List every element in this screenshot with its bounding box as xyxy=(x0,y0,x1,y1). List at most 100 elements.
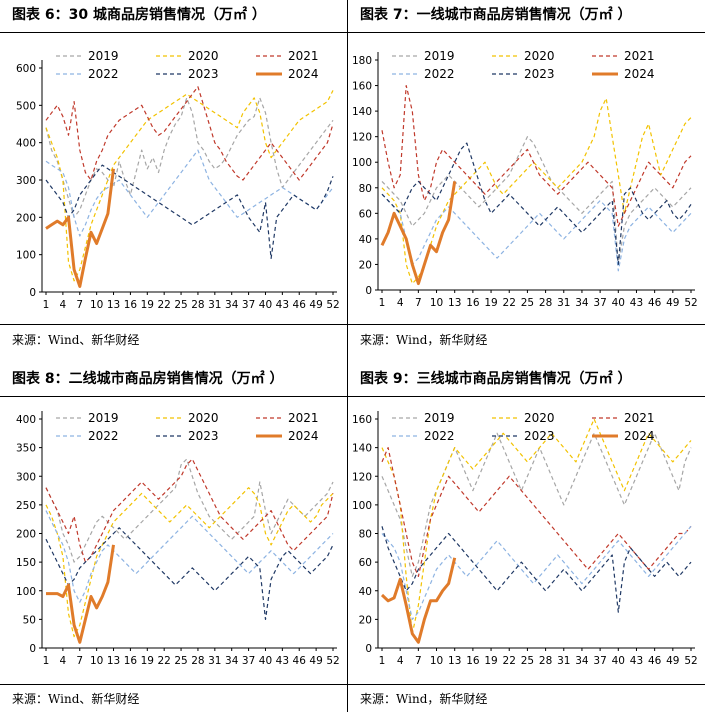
x-tick-label: 40 xyxy=(612,297,625,309)
x-tick-label: 49 xyxy=(309,299,322,311)
x-tick-label: 4 xyxy=(397,655,404,667)
legend-label: 2020 xyxy=(524,411,555,425)
x-tick-label: 22 xyxy=(157,299,170,311)
x-tick-label: 37 xyxy=(242,299,255,311)
legend-entry-2022: 2022 xyxy=(392,429,455,443)
x-tick-label: 10 xyxy=(430,297,443,309)
y-tick-label: 0 xyxy=(365,285,372,297)
panel-tier3-city: 图表 9：三线城市商品房销售情况（万㎡ ） 0 20 40 60 80 100 120 140… xyxy=(348,364,705,712)
legend-entry-2023: 2023 xyxy=(156,429,219,443)
series-line-2024 xyxy=(46,544,115,644)
series-line-2023 xyxy=(381,526,692,613)
y-tick-label: 100 xyxy=(16,250,36,262)
panel-tier2-city: 图表 8：二线城市商品房销售情况（万㎡ ） 0 50 100 150 200 250 300… xyxy=(0,364,347,712)
series-line-2019 xyxy=(45,97,334,218)
series-line-2020 xyxy=(45,90,334,282)
x-tick-label: 52 xyxy=(326,655,339,667)
series-line-2024 xyxy=(380,557,457,644)
x-tick-label: 19 xyxy=(484,655,497,667)
title-rule xyxy=(0,32,347,33)
legend-entry-2019: 2019 xyxy=(392,411,455,425)
x-tick-label: 1 xyxy=(379,655,386,667)
chart-tier3-city: 0 20 40 60 80 100 120 140 160 1 4 7 10 13 16 19 22 25 28 31… xyxy=(352,411,698,667)
panel-source: 来源：Wind，新华财经 xyxy=(360,333,488,347)
x-tick-label: 31 xyxy=(557,655,570,667)
legend-label: 2021 xyxy=(288,49,319,63)
title-rule xyxy=(348,32,705,33)
y-tick-label: 120 xyxy=(352,132,372,144)
x-tick-label: 43 xyxy=(276,299,289,311)
y-tick-label: 140 xyxy=(352,106,372,118)
x-tick-label: 10 xyxy=(430,655,443,667)
legend-label: 2021 xyxy=(624,411,655,425)
series-line-2020 xyxy=(45,487,334,638)
legend-label: 2024 xyxy=(288,67,319,81)
source-rule xyxy=(0,324,347,325)
series-line-2021 xyxy=(45,458,334,563)
x-tick-label: 40 xyxy=(259,655,272,667)
y-tick-label: 300 xyxy=(16,175,36,187)
legend-entry-2020: 2020 xyxy=(492,411,555,425)
source-rule xyxy=(348,324,705,325)
series-line-2022 xyxy=(45,510,334,603)
x-tick-label: 31 xyxy=(557,297,570,309)
x-tick-label: 22 xyxy=(503,297,516,309)
x-tick-label: 10 xyxy=(90,655,103,667)
y-tick-label: 250 xyxy=(16,500,36,512)
panel-title: 图表 9：三线城市商品房销售情况（万㎡ ） xyxy=(360,371,632,387)
legend-label: 2023 xyxy=(524,67,555,81)
legend-label: 2024 xyxy=(624,429,655,443)
series-line-2020 xyxy=(381,418,692,635)
x-tick-label: 52 xyxy=(326,299,339,311)
panel-source: 来源：Wind，新华财经 xyxy=(360,692,488,706)
panel-title: 图表 8：二线城市商品房销售情况（万㎡ ） xyxy=(12,371,284,387)
chart-tier2-city: 0 50 100 150 200 250 300 350 400 1 4 7 10 13 16 19 22 25 2… xyxy=(16,411,340,667)
series-line-2023 xyxy=(45,527,334,620)
x-tick-label: 7 xyxy=(76,655,83,667)
y-tick-label: 400 xyxy=(16,414,36,426)
series-line-2021 xyxy=(45,86,334,181)
x-tick-label: 46 xyxy=(293,299,307,311)
x-tick-label: 34 xyxy=(575,297,589,309)
legend-label: 2019 xyxy=(88,411,119,425)
x-tick-label: 7 xyxy=(415,297,422,309)
x-tick-label: 43 xyxy=(630,655,643,667)
x-tick-label: 16 xyxy=(124,655,138,667)
panel-title: 图表 6：30 城商品房销售情况（万㎡ ） xyxy=(12,7,266,23)
x-tick-label: 28 xyxy=(539,297,552,309)
x-tick-label: 16 xyxy=(466,655,480,667)
x-tick-label: 31 xyxy=(208,655,221,667)
x-tick-label: 43 xyxy=(276,655,289,667)
y-tick-label: 60 xyxy=(359,208,372,220)
y-tick-label: 400 xyxy=(16,138,36,150)
x-tick-label: 34 xyxy=(225,299,239,311)
x-tick-label: 19 xyxy=(141,299,154,311)
legend-label: 2024 xyxy=(624,67,655,81)
x-tick-label: 28 xyxy=(191,299,204,311)
series-line-2023 xyxy=(45,164,334,259)
x-tick-label: 4 xyxy=(60,299,67,311)
legend-label: 2022 xyxy=(424,67,455,81)
x-tick-label: 49 xyxy=(666,655,679,667)
x-tick-label: 16 xyxy=(466,297,480,309)
legend-entry-2020: 2020 xyxy=(492,49,555,63)
y-tick-label: 50 xyxy=(23,614,36,626)
x-tick-label: 1 xyxy=(43,655,50,667)
panel-tier1-city: 图表 7：一线城市商品房销售情况（万㎡ ） 0 20 40 60 80 100 120 140… xyxy=(348,0,705,356)
legend-entry-2020: 2020 xyxy=(156,49,219,63)
legend-label: 2021 xyxy=(288,411,319,425)
x-tick-label: 1 xyxy=(379,297,386,309)
series-line-2024 xyxy=(380,181,457,286)
chart-tier1-city: 0 20 40 60 80 100 120 140 160 180 1 4 7 10 13 16 19 22 25 2… xyxy=(352,49,698,309)
series-line-2021 xyxy=(381,84,692,227)
legend-label: 2023 xyxy=(524,429,555,443)
x-tick-label: 46 xyxy=(648,655,662,667)
x-tick-label: 28 xyxy=(539,655,552,667)
x-tick-label: 13 xyxy=(107,299,120,311)
legend-label: 2024 xyxy=(288,429,319,443)
y-tick-label: 150 xyxy=(16,557,36,569)
legend-label: 2020 xyxy=(524,49,555,63)
y-tick-label: 0 xyxy=(29,643,36,655)
x-tick-label: 25 xyxy=(521,297,534,309)
y-tick-label: 0 xyxy=(29,287,36,299)
